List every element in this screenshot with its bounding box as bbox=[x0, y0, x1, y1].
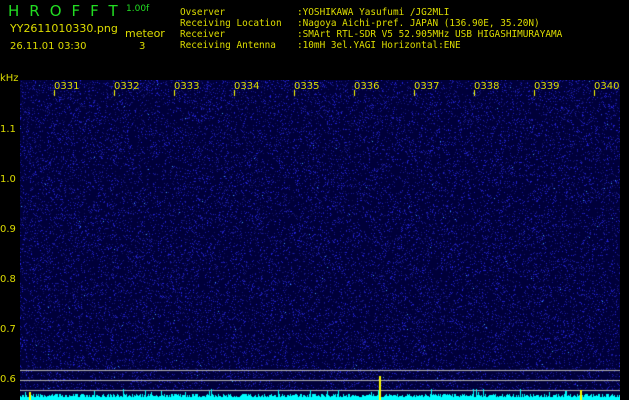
info-row: Receiver :SMArt RTL-SDR V5 52.905MHz USB … bbox=[180, 29, 562, 40]
freq-label: 0.7 bbox=[0, 324, 16, 335]
info-value: :YOSHIKAWA Yasufumi /JG2MLI bbox=[297, 7, 450, 18]
time-label: 0333 bbox=[174, 81, 200, 92]
time-label: 0334 bbox=[234, 81, 260, 92]
time-label: 0338 bbox=[474, 81, 500, 92]
freq-label: 0.6 bbox=[0, 374, 16, 385]
datetime: 26.11.01 03:30 bbox=[10, 41, 87, 52]
meteor-count: 3 bbox=[139, 41, 146, 52]
time-label: 0340 bbox=[594, 81, 620, 92]
info-key: Receiver bbox=[180, 29, 226, 40]
file-name: YY2611010330.png bbox=[10, 22, 118, 35]
info-key: Ovserver bbox=[180, 7, 226, 18]
freq-label: 0.9 bbox=[0, 224, 16, 235]
info-value: :10mH 3el.YAGI Horizontal:ENE bbox=[297, 40, 461, 51]
meteor-label: meteor bbox=[125, 27, 165, 40]
info-key: Receiving Location bbox=[180, 18, 282, 29]
time-label: 0339 bbox=[534, 81, 560, 92]
freq-label: 0.8 bbox=[0, 274, 16, 285]
spectrogram bbox=[20, 80, 620, 400]
info-row: Receiving Location :Nagoya Aichi-pref. JA… bbox=[180, 18, 562, 29]
info-row: Receiving Antenna :10mH 3el.YAGI Horizont… bbox=[180, 40, 562, 51]
app-title: HROFFT bbox=[8, 2, 128, 20]
y-unit-label: kHz bbox=[0, 73, 19, 84]
time-label: 0332 bbox=[114, 81, 140, 92]
freq-label: 1.0 bbox=[0, 174, 16, 185]
info-key: Receiving Antenna bbox=[180, 40, 276, 51]
time-label: 0337 bbox=[414, 81, 440, 92]
version: 1.00f bbox=[126, 4, 150, 14]
info-value: :Nagoya Aichi-pref. JAPAN (136.90E, 35.2… bbox=[297, 18, 540, 29]
station-info: Ovserver:YOSHIKAWA Yasufumi /JG2MLI Recei… bbox=[180, 7, 562, 51]
time-label: 0331 bbox=[54, 81, 80, 92]
info-value: :SMArt RTL-SDR V5 52.905MHz USB HIGASHIM… bbox=[297, 29, 563, 40]
time-label: 0336 bbox=[354, 81, 380, 92]
info-row: Ovserver :YOSHIKAWA Yasufumi /JG2MLI bbox=[180, 7, 562, 18]
time-label: 0335 bbox=[294, 81, 320, 92]
freq-label: 1.1 bbox=[0, 124, 16, 135]
